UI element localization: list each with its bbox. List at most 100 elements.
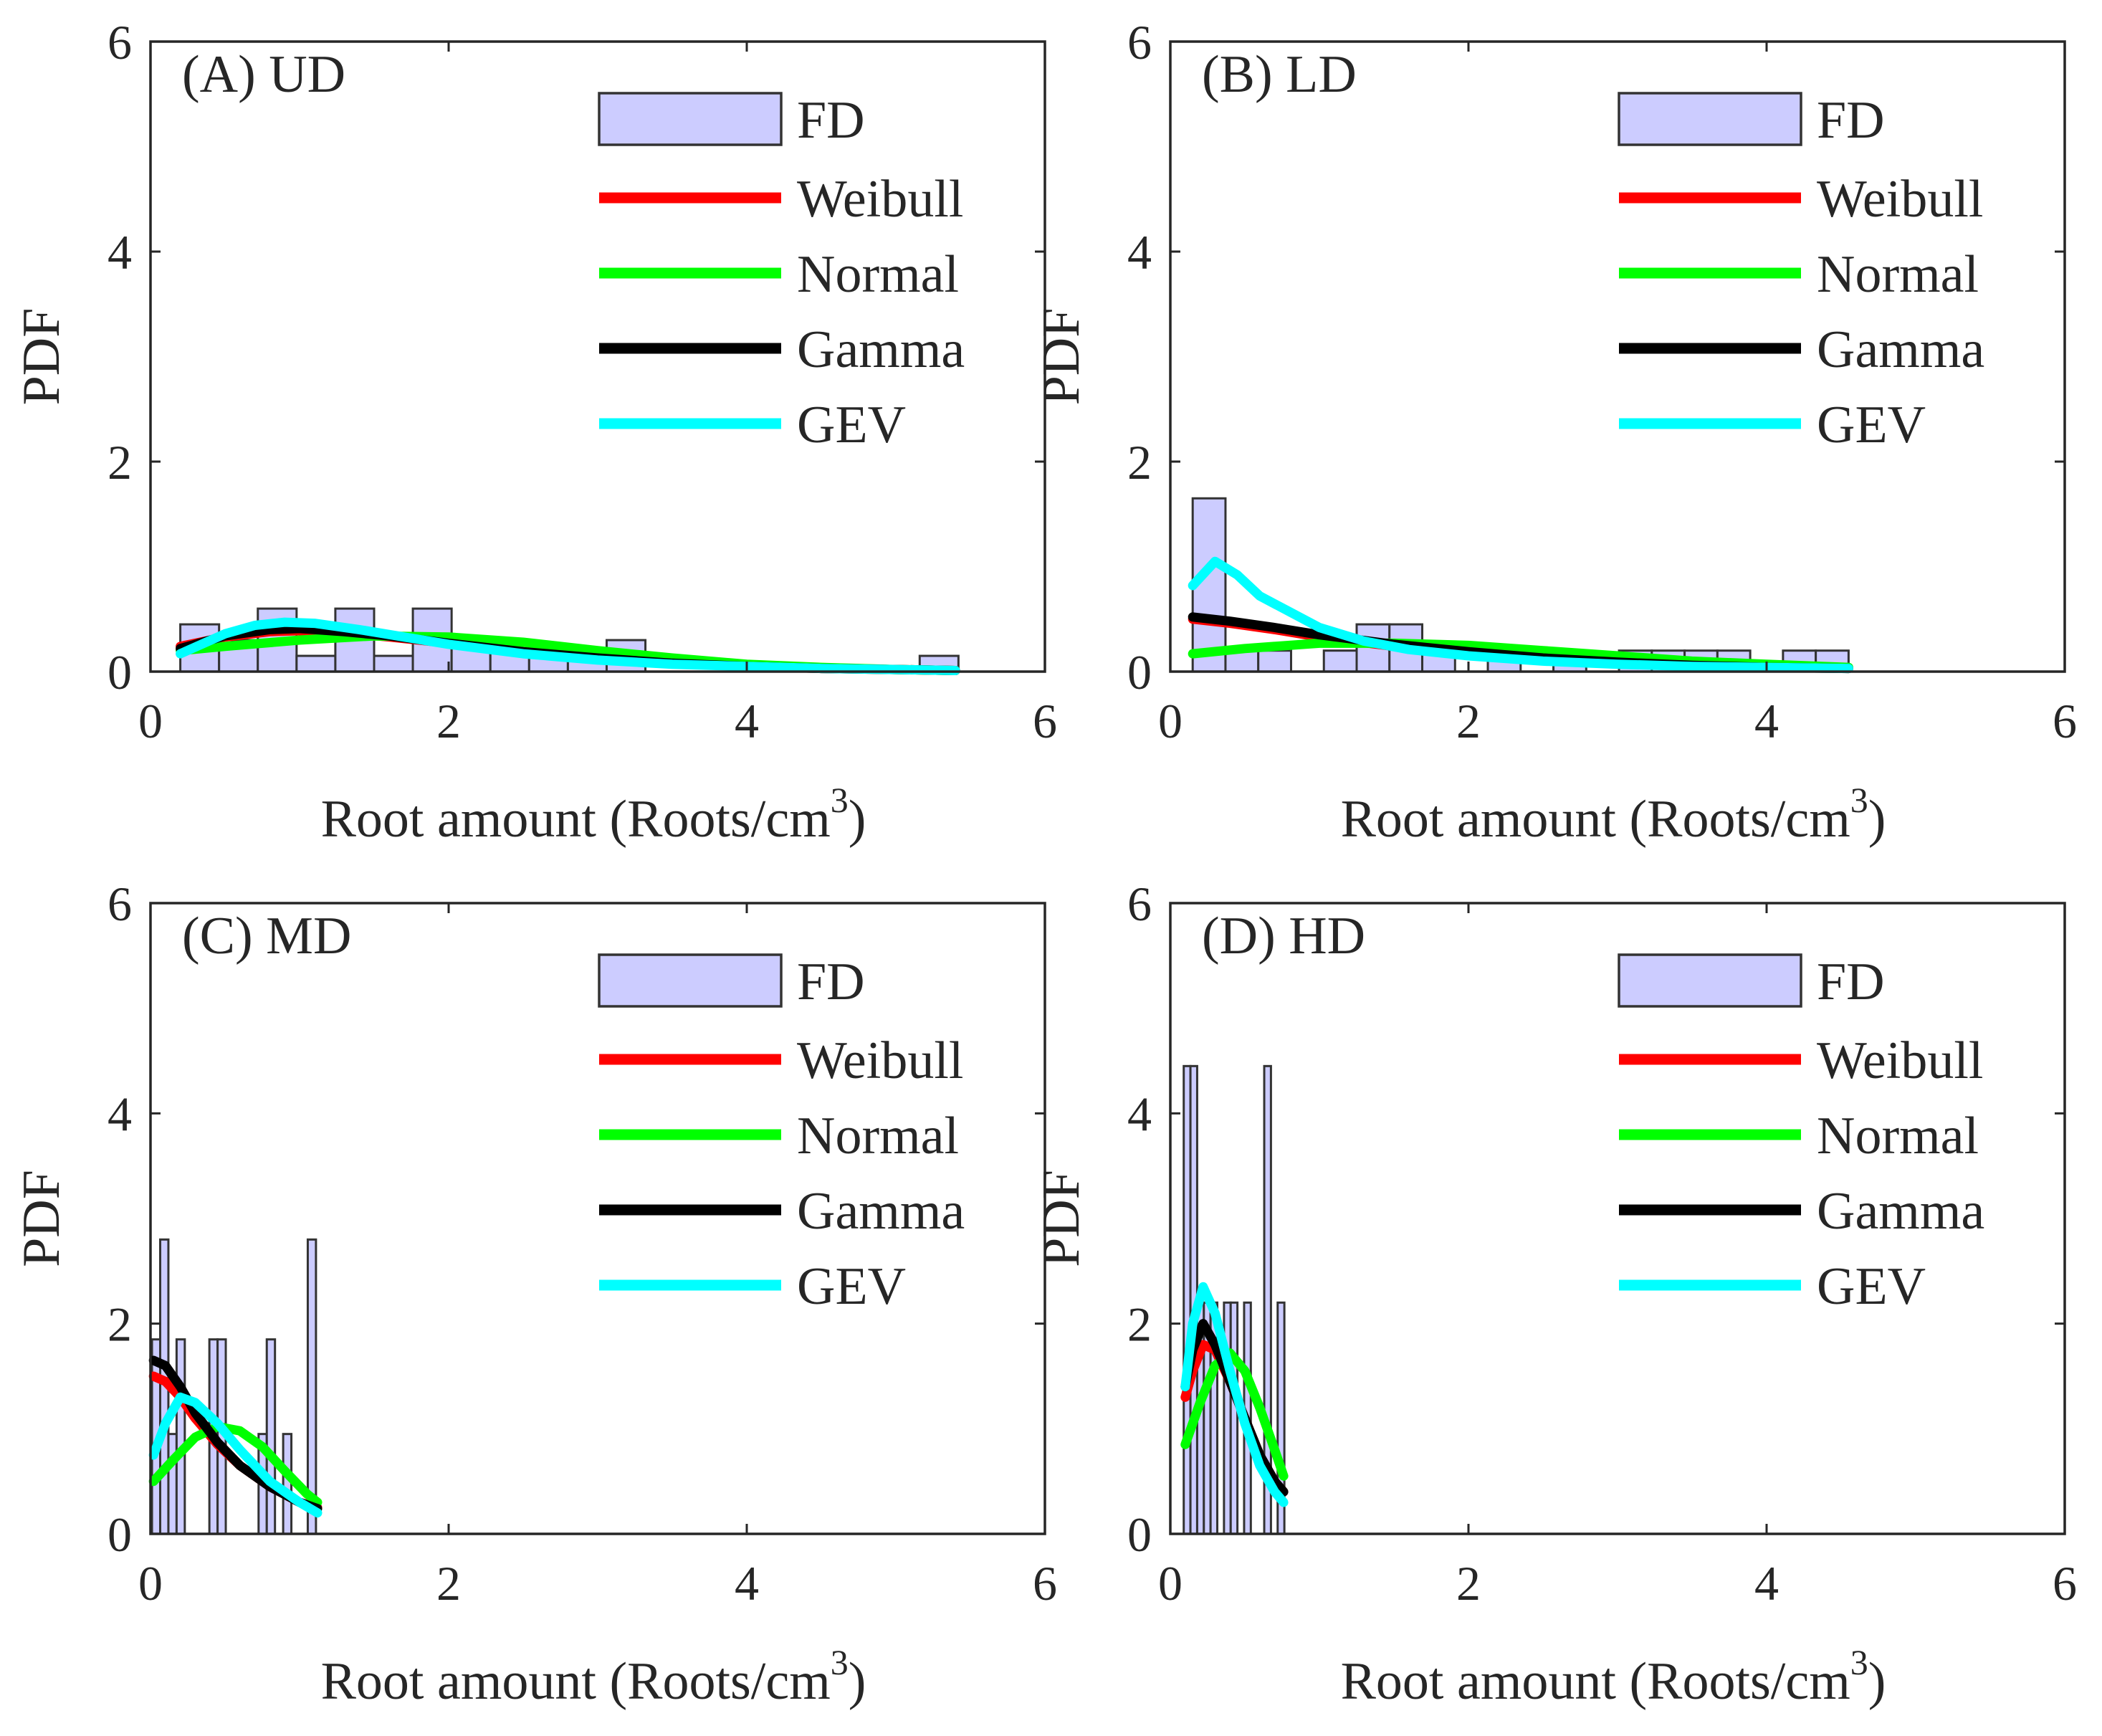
y-tick-label: 4: [1127, 1087, 1152, 1141]
legend-label: Gamma: [797, 320, 965, 379]
y-tick-label: 4: [108, 225, 132, 280]
x-axis-label-close: ): [849, 790, 866, 849]
axes-box: [1169, 40, 2066, 673]
panel-d: 0 2 4 6 0 2 4 6 Root amount (Roots/cm3) PDF (D) HD…: [1032, 877, 2077, 1711]
panel-title: (B) LD: [1202, 45, 1357, 104]
histogram-bar: [295, 654, 337, 673]
y-tick-label: 0: [1127, 645, 1152, 700]
y-tick-label: 2: [108, 435, 132, 490]
panel-title: (A) UD: [182, 45, 345, 104]
legend-label: FD: [797, 953, 865, 1011]
x-axis-label-close: ): [849, 1652, 866, 1711]
series-line-gev: [148, 1392, 323, 1518]
y-tick-label: 0: [108, 645, 132, 700]
series-line-gev: [176, 617, 960, 675]
series-line-normal: [1180, 1348, 1289, 1481]
y-tick-label: 2: [1127, 1297, 1152, 1352]
x-tick-label: 4: [735, 694, 759, 748]
x-axis-label-close: ): [1868, 790, 1886, 849]
legend-label: Weibull: [1817, 1031, 1983, 1090]
x-tick-label: 6: [1033, 694, 1057, 748]
x-tick-label: 6: [2053, 1556, 2077, 1611]
histogram-bar: [282, 1433, 293, 1535]
legend-label: GEV: [797, 1257, 906, 1316]
y-tick-label: 6: [108, 15, 132, 70]
panel-title: (C) MD: [182, 907, 351, 965]
series-line-gev: [1188, 556, 1853, 674]
legend: FD Weibull Normal Gamma GEV: [598, 953, 965, 1316]
x-tick-label: 2: [1456, 1556, 1481, 1611]
legend-label: Normal: [1817, 1107, 1979, 1165]
x-tick-label: 0: [1158, 694, 1183, 748]
x-tick-label: 0: [1158, 1556, 1183, 1611]
legend-swatch-fd: [598, 953, 783, 1008]
axes-box: [149, 40, 1046, 673]
x-axis-label: Root amount (Roots/cm3): [1341, 1642, 1886, 1711]
panel-a: 0 2 4 6 0 2 4 6 Root amount (Roots/cm3) PDF (A) UD…: [12, 15, 1057, 849]
legend-swatch-fd: [598, 92, 783, 146]
legend-label: Weibull: [797, 1031, 963, 1090]
x-tick-label: 4: [735, 1556, 759, 1611]
histogram-bar: [373, 654, 414, 673]
x-tick-label: 4: [1754, 694, 1779, 748]
legend-swatch-fd: [1618, 92, 1802, 146]
panel-title: (D) HD: [1202, 907, 1365, 965]
series-line-normal: [148, 1421, 323, 1507]
x-tick-label: 4: [1754, 1556, 1779, 1611]
histogram-bar: [167, 1433, 178, 1535]
x-axis-label-superscript: 3: [831, 780, 849, 820]
x-tick-label: 0: [138, 1556, 163, 1611]
x-tick-label: 2: [1456, 694, 1481, 748]
histogram-bar: [175, 1338, 186, 1535]
x-axis-label: Root amount (Roots/cm3): [321, 780, 866, 849]
legend-label: GEV: [1817, 396, 1926, 454]
x-tick-label: 6: [2053, 694, 2077, 748]
x-tick-label: 2: [436, 1556, 461, 1611]
axes-box: [149, 902, 1046, 1535]
y-axis-label: PDF: [1032, 1170, 1091, 1267]
x-axis-label: Root amount (Roots/cm3): [321, 1642, 866, 1711]
y-tick-label: 6: [1127, 877, 1152, 931]
x-tick-label: 6: [1033, 1556, 1057, 1611]
histogram-bar: [1229, 1301, 1239, 1535]
y-axis-label: PDF: [12, 308, 71, 406]
histogram-bar: [265, 1338, 277, 1535]
legend-label: Normal: [797, 245, 959, 304]
legend: FD Weibull Normal Gamma GEV: [598, 91, 965, 454]
axes-box: [1169, 902, 2066, 1535]
x-axis-label-text: Root amount (Roots/cm: [321, 790, 831, 849]
x-axis-label-superscript: 3: [1850, 1642, 1868, 1682]
legend-label: FD: [797, 91, 865, 150]
legend-label: Normal: [1817, 245, 1979, 304]
y-axis-label: PDF: [1032, 308, 1091, 406]
legend-label: Weibull: [1817, 170, 1983, 229]
legend-label: Gamma: [797, 1182, 965, 1241]
legend: FD Weibull Normal Gamma GEV: [1618, 91, 1984, 454]
y-tick-label: 0: [1127, 1507, 1152, 1562]
histogram-bar: [1322, 649, 1358, 673]
x-axis-label: Root amount (Roots/cm3): [1341, 780, 1886, 849]
y-tick-label: 6: [108, 877, 132, 931]
legend-label: GEV: [797, 396, 906, 454]
panel-c: 0 2 4 6 0 2 4 6 Root amount (Roots/cm3) PDF (C) MD…: [12, 877, 1057, 1711]
legend-label: Weibull: [797, 170, 963, 229]
legend-label: Gamma: [1817, 320, 1984, 379]
legend-label: Normal: [797, 1107, 959, 1165]
series-line-gev: [1180, 1282, 1289, 1507]
panel-b: 0 2 4 6 0 2 4 6 Root amount (Roots/cm3) PDF (B) LD…: [1032, 15, 2077, 849]
y-tick-label: 4: [1127, 225, 1152, 280]
x-axis-label-close: ): [1868, 1652, 1886, 1711]
x-axis-label-text: Root amount (Roots/cm: [321, 1652, 831, 1711]
x-axis-label-text: Root amount (Roots/cm: [1341, 790, 1850, 849]
y-tick-label: 6: [1127, 15, 1152, 70]
legend: FD Weibull Normal Gamma GEV: [1618, 953, 1984, 1316]
y-axis-label: PDF: [12, 1170, 71, 1267]
y-tick-label: 2: [108, 1297, 132, 1352]
y-tick-label: 4: [108, 1087, 132, 1141]
legend-label: GEV: [1817, 1257, 1926, 1316]
legend-swatch-fd: [1618, 953, 1802, 1008]
histogram-bar: [1257, 649, 1292, 673]
legend-label: Gamma: [1817, 1182, 1984, 1241]
legend-label: FD: [1817, 91, 1885, 150]
